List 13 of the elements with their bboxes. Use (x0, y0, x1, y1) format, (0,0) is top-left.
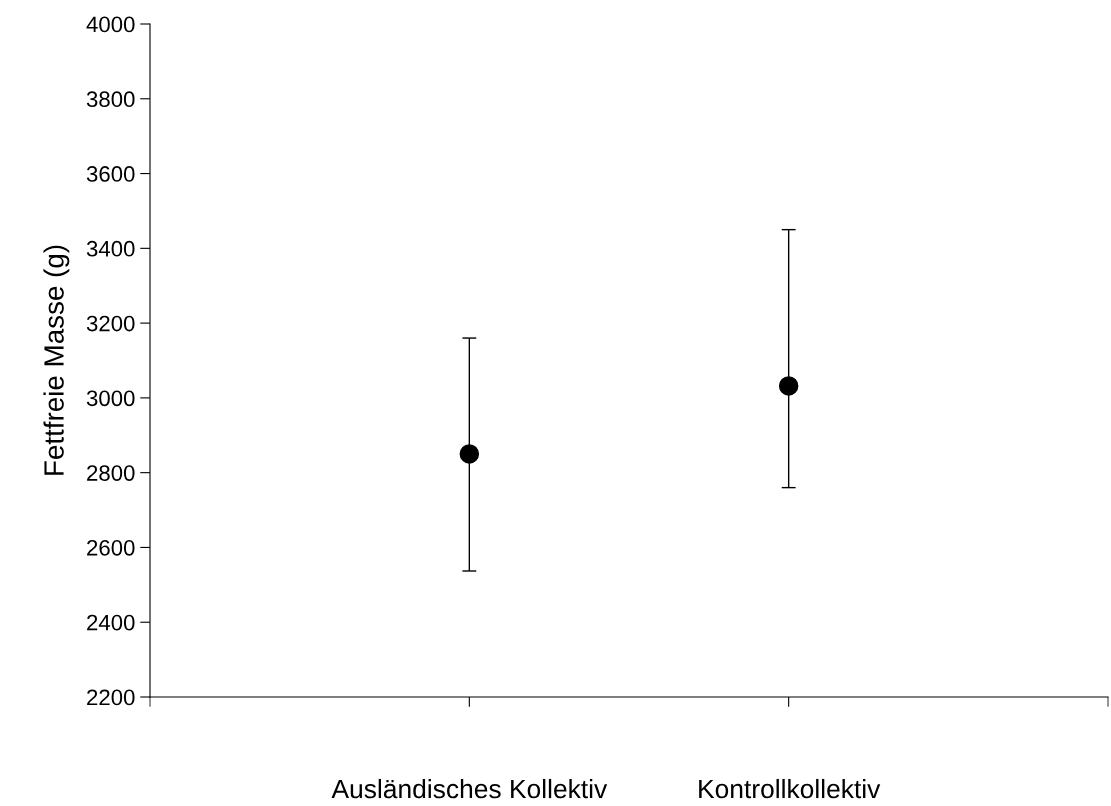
y-tick-label: 2800 (87, 465, 135, 481)
y-tick-label: 3400 (86, 240, 135, 257)
y-tick-label: 3000 (86, 390, 135, 407)
y-tick-label: 3200 (86, 315, 135, 332)
x-tick-label: Ausländisches Kollektiv (331, 778, 608, 799)
y-tick-label: 2200 (87, 689, 135, 706)
y-tick-label: 3600 (86, 166, 135, 182)
x-tick-label: Kontrollkollektiv (699, 778, 881, 799)
y-tick-label: 2600 (87, 539, 135, 556)
y-tick-label: 4000 (86, 16, 135, 33)
y-tick-label: 3800 (86, 91, 135, 108)
y-axis-title: Fettfreie Masse (g) (43, 245, 70, 475)
y-tick-label: 2400 (87, 614, 135, 631)
